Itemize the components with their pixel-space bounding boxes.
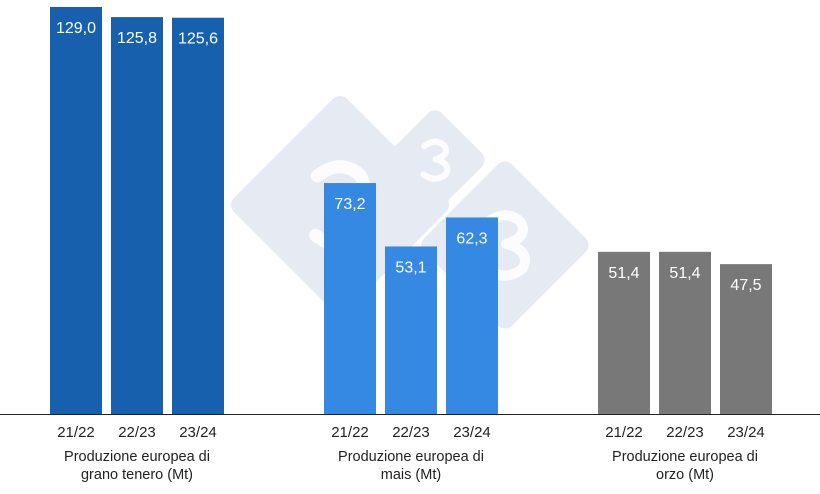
data-label: 125,6	[178, 31, 218, 48]
data-label: 53,1	[395, 259, 426, 276]
group-label: Produzione europea di	[612, 449, 758, 465]
group-label: orzo (Mt)	[656, 467, 714, 483]
bar	[111, 17, 163, 414]
bar-group: 51,4 51,4 47,5	[598, 251, 772, 414]
group-label: Produzione europea di	[64, 449, 210, 465]
x-tick-label: 23/24	[179, 424, 217, 441]
axis-labels: 21/22 22/23 23/24 Produzione europea di gran…	[57, 424, 765, 483]
x-tick-label: 23/24	[727, 424, 765, 441]
watermark-diamond	[385, 110, 485, 210]
bar	[324, 183, 376, 414]
group-label: Produzione europea di	[338, 449, 484, 465]
x-tick-label: 21/22	[331, 424, 369, 441]
data-label: 125,8	[117, 30, 157, 47]
bar	[446, 217, 498, 414]
data-label: 62,3	[456, 230, 487, 247]
bar-group: 73,2 53,1 62,3	[324, 183, 498, 414]
bar	[659, 251, 711, 414]
data-label: 51,4	[608, 265, 639, 282]
watermark-three-glyph	[420, 138, 451, 182]
x-tick-label: 21/22	[605, 424, 643, 441]
data-label: 51,4	[669, 265, 700, 282]
x-tick-label: 22/23	[666, 424, 704, 441]
data-label: 129,0	[56, 20, 96, 37]
bar	[720, 264, 772, 414]
x-tick-label: 22/23	[118, 424, 156, 441]
data-label: 73,2	[334, 196, 365, 213]
x-tick-label: 23/24	[453, 424, 491, 441]
x-tick-label: 21/22	[57, 424, 95, 441]
group-label: mais (Mt)	[381, 467, 441, 483]
bar	[385, 246, 437, 414]
bar-group: 129,0 125,8 125,6	[50, 7, 224, 414]
group-label: grano tenero (Mt)	[81, 467, 193, 483]
bar	[50, 7, 102, 414]
bar	[172, 17, 224, 414]
data-label: 47,5	[730, 277, 761, 294]
bars: 129,0 125,8 125,6 73,2 53,1 62,3 51,4 51,4 47,5	[50, 7, 772, 414]
bar	[598, 251, 650, 414]
x-tick-label: 22/23	[392, 424, 430, 441]
watermark-three-glyph	[481, 210, 530, 281]
